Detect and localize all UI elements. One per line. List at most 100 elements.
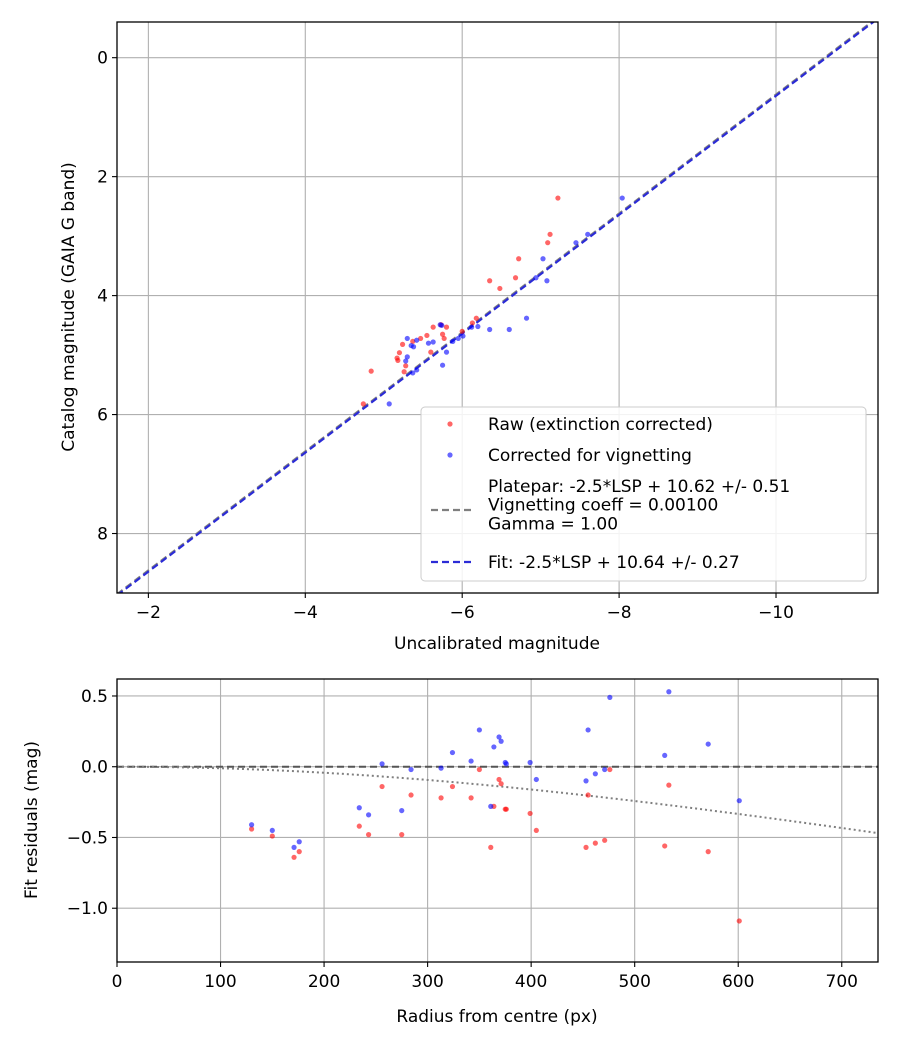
top-series1-point	[410, 370, 416, 376]
legend-label-platepar-line: Platepar: -2.5*LSP + 10.62 +/- 0.51	[488, 477, 790, 497]
bottom-series1-point	[449, 749, 456, 756]
top-series1-point	[404, 354, 410, 360]
top-series1-point	[585, 231, 591, 237]
bottom-series1-point	[498, 738, 504, 744]
bottom-x-tick-label: 400	[515, 972, 547, 992]
legend-box	[420, 406, 867, 582]
top-series0-point	[401, 369, 407, 375]
bottom-series0-point	[736, 918, 742, 924]
bottom-lines	[117, 765, 878, 835]
top-series0-point	[441, 335, 447, 342]
top-x-axis-label: Uncalibrated magnitude	[394, 634, 600, 654]
top-series0-point	[403, 363, 409, 369]
bottom-series1-point	[662, 752, 668, 759]
bottom-series0-point	[248, 826, 255, 832]
bottom-series1-point	[736, 798, 742, 804]
top-series1-point	[506, 326, 512, 333]
top-series0-point	[459, 328, 465, 334]
bottom-series0-point	[602, 837, 608, 843]
bottom-series0-point	[269, 833, 275, 839]
bottom-series0-point	[449, 783, 456, 790]
top-series0-point	[547, 231, 553, 237]
top-y-tick-label: 2	[97, 168, 108, 188]
top-series1-point	[573, 240, 579, 246]
top-series0-point	[487, 278, 493, 284]
top-series0-point	[418, 335, 424, 342]
bottom-series1-point	[408, 766, 414, 773]
bottom-series1-point	[438, 765, 444, 771]
bottom-series0-point	[662, 843, 668, 849]
bottom-series0-point	[408, 792, 414, 798]
top-series0-point	[396, 350, 403, 356]
top-series1-point	[475, 323, 481, 330]
bottom-x-axis-label: Radius from centre (px)	[396, 1007, 597, 1027]
top-series0-point	[360, 401, 366, 407]
top-series1-point	[439, 362, 446, 368]
legend-label-corrected: Corrected for vignetting	[488, 446, 692, 466]
top-series1-point	[443, 349, 450, 355]
bottom-series0-point	[365, 832, 372, 838]
top-series1-point	[533, 275, 539, 281]
bottom-series0-point	[498, 781, 504, 787]
top-series1-point	[544, 278, 550, 284]
bottom-x-tick-label: 300	[411, 972, 443, 992]
bottom-x-tick-label: 100	[204, 972, 236, 992]
legend-marker-raw	[447, 421, 453, 427]
top-ticks: −2 −4 −6 −8 −10 0 2 4 6 8	[97, 49, 794, 623]
top-series0-point	[410, 338, 416, 345]
bottom-series3-curve	[117, 765, 878, 835]
bottom-y-tick-label: 0.0	[81, 758, 108, 778]
bottom-series1-point	[291, 844, 297, 850]
top-series0-point	[368, 368, 374, 374]
top-series1-point	[487, 326, 493, 333]
bottom-y-tick-label: 0.5	[81, 687, 108, 707]
top-lines	[117, 22, 876, 593]
bottom-series0-point	[399, 832, 405, 838]
top-series0-point	[469, 320, 475, 326]
top-points	[360, 195, 625, 407]
bottom-series1-point	[365, 812, 372, 818]
bottom-y-tick-label: −1.0	[67, 899, 108, 919]
bottom-series1-point	[592, 771, 598, 777]
top-series1-point	[523, 315, 530, 321]
bottom-ticks: 0 100 200 300 400 500 600 700 0.5 0.0 −0.5 −1.0	[67, 687, 858, 992]
top-series1-point	[414, 337, 420, 343]
top-y-tick-label: 4	[97, 287, 108, 307]
top-series0-point	[430, 324, 436, 330]
top-series1-point	[414, 367, 420, 373]
bottom-grid	[116, 679, 878, 962]
bottom-series1-point	[533, 776, 539, 783]
bottom-series1-point	[491, 744, 497, 750]
top-series0-point	[443, 324, 450, 330]
top-series1-point	[425, 340, 432, 346]
top-series1-point	[455, 335, 461, 342]
legend-marker-corrected	[447, 452, 453, 458]
bottom-series1-point	[607, 694, 613, 700]
bottom-y-tick-label: −0.5	[67, 828, 108, 848]
top-series0-point	[545, 240, 551, 246]
bottom-series0-point	[379, 783, 385, 790]
bottom-series0-point	[476, 766, 482, 773]
top-series1-point	[410, 344, 417, 350]
bottom-x-tick-label: 600	[722, 972, 754, 992]
bottom-series1-point	[356, 805, 362, 811]
top-series0-point	[497, 285, 503, 292]
top-x-tick-label: −6	[450, 603, 475, 623]
top-series1-point	[430, 339, 436, 345]
bottom-series1-point	[476, 727, 482, 733]
bottom-chart: 0 100 200 300 400 500 600 700 0.5 0.0 −0.5 −1.0 Rad…	[22, 678, 879, 1027]
top-x-tick-label: −4	[293, 603, 318, 623]
legend-label-platepar: Platepar: -2.5*LSP + 10.62 +/- 0.51 Vigne…	[488, 477, 790, 534]
bottom-series0-point	[705, 849, 711, 855]
top-series1-point	[386, 401, 392, 407]
bottom-series0-point	[607, 766, 613, 773]
legend-label-fit: Fit: -2.5*LSP + 10.64 +/- 0.27	[488, 553, 740, 573]
bottom-series0-point	[533, 827, 539, 834]
top-series1-point	[404, 335, 410, 342]
top-x-tick-label: −10	[758, 603, 794, 623]
bottom-x-tick-label: 200	[308, 972, 340, 992]
top-series1-point	[403, 358, 409, 364]
top-x-tick-label: −8	[607, 603, 632, 623]
bottom-series1-point	[496, 734, 502, 740]
